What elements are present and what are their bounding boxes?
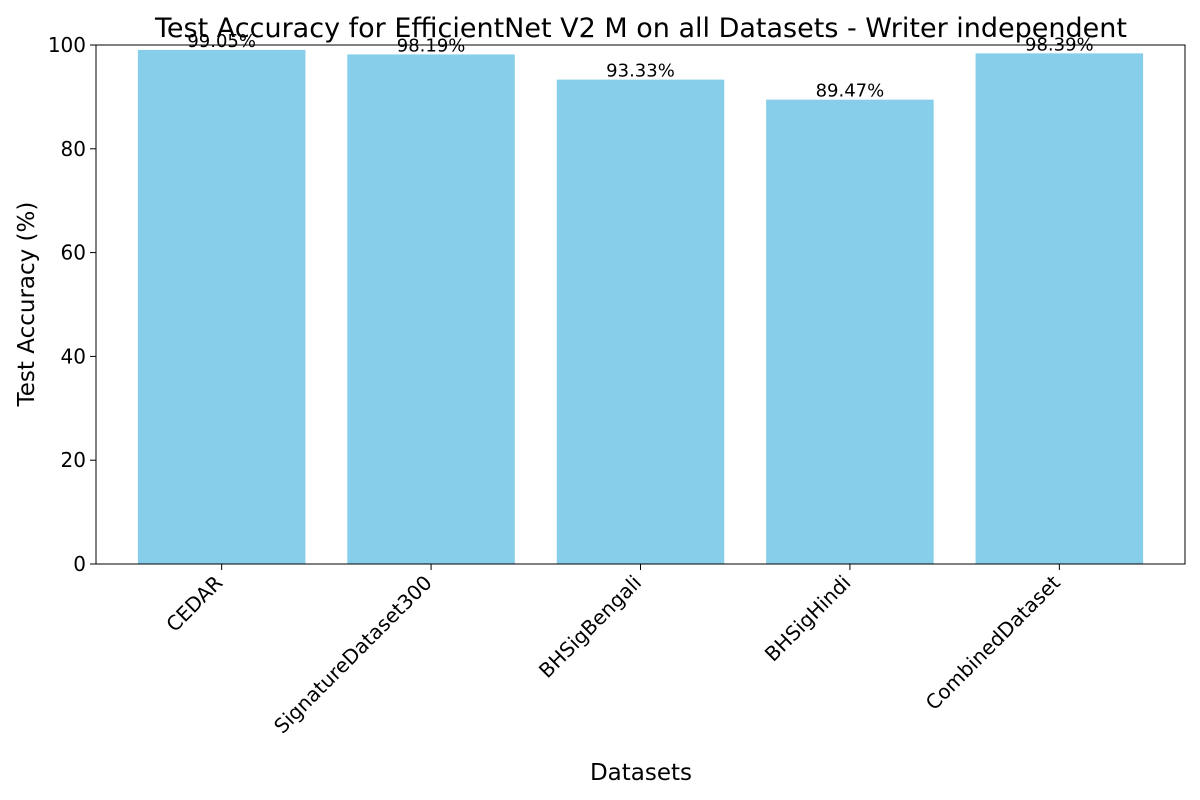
x-tick-label: BHSigBengali [534, 571, 646, 683]
data-label: 98.19% [397, 35, 466, 56]
bar-combineddataset [975, 53, 1144, 565]
bar-cedar [137, 49, 306, 565]
data-label: 89.47% [816, 81, 885, 102]
chart-title: Test Accuracy for EfficientNet V2 M on a… [154, 13, 1127, 44]
data-label: 93.33% [606, 61, 675, 82]
data-label: 99.05% [187, 31, 256, 52]
bars-group: 99.05% 98.19%93.33%89.47%98.39% [137, 31, 1144, 565]
bar-signaturedataset300 [347, 54, 515, 565]
x-tick-label: BHSigHindi [760, 571, 856, 667]
x-tick-label: SignatureDataset300 [269, 571, 437, 739]
x-axis-label: Datasets [590, 760, 692, 786]
y-tick-label: 100 [48, 33, 86, 57]
y-tick-label: 60 [61, 241, 86, 265]
y-tick-label: 0 [73, 552, 86, 576]
y-tick-label: 40 [61, 344, 86, 368]
y-axis-label: Test Accuracy (%) [14, 202, 40, 408]
y-tick-label: 80 [61, 137, 86, 161]
bar-bhsigbengali [556, 79, 725, 564]
x-tick-label: CombinedDataset [921, 570, 1065, 714]
bar-bhsighindi [766, 99, 934, 565]
plot-frame [95, 44, 1186, 565]
y-tick-label: 20 [61, 448, 86, 472]
x-tick-label: CEDAR [161, 570, 227, 636]
